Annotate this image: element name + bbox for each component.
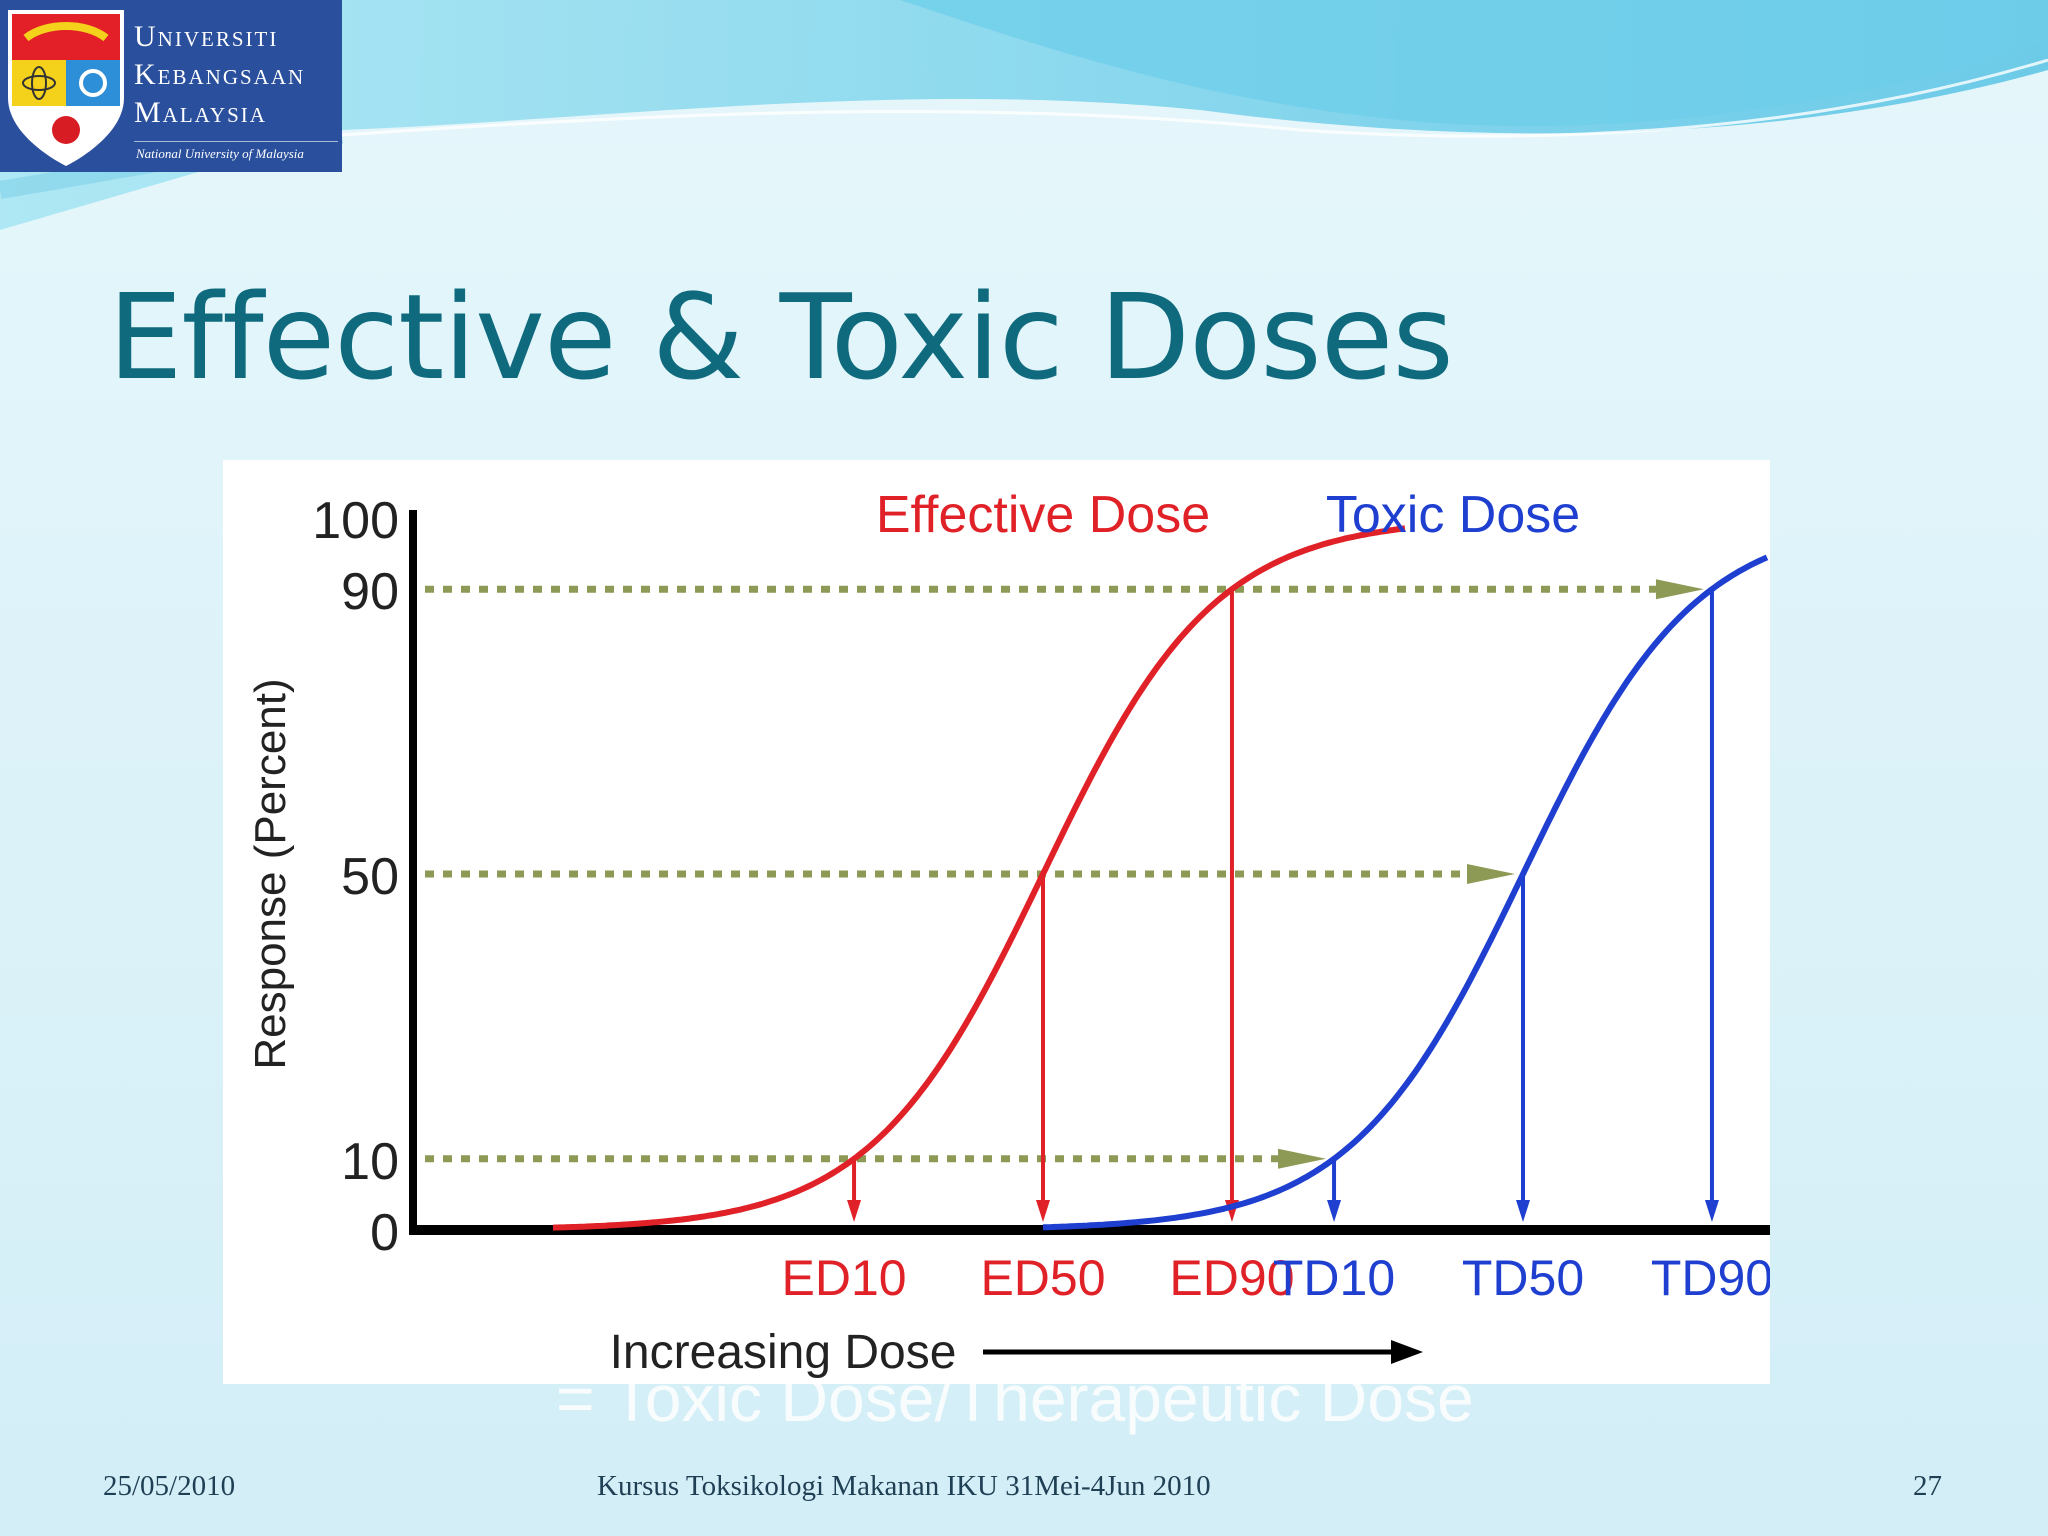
x-axis-label: Increasing Dose: [610, 1326, 957, 1379]
dose-response-chart: 0 10 50 90 100 Response (Percent) Effective Do…: [223, 460, 1770, 1384]
footer-course: Kursus Toksikologi Makanan IKU 31Mei-4Ju…: [597, 1470, 1211, 1502]
y-tick-10: 10: [341, 1133, 399, 1191]
logo-line-3: Malaysia: [134, 96, 267, 129]
footer-date: 25/05/2010: [103, 1470, 236, 1502]
slide-title: Effective & Toxic Doses: [108, 268, 1454, 406]
crest-icon: [8, 10, 124, 166]
ghost-caption: = Toxic Dose/Therapeutic Dose: [556, 1361, 1474, 1435]
footer-page-number: 27: [1913, 1470, 1942, 1502]
logo-line-2: Kebangsaan: [134, 58, 306, 91]
logo-line-1: Universiti: [134, 20, 279, 53]
drop-arrow-ED50: [1036, 1200, 1050, 1222]
logo-divider: [134, 141, 338, 142]
curve-effective-dose: [552, 525, 1406, 1231]
university-logo: Universiti Kebangsaan Malaysia National …: [0, 0, 342, 172]
drop-arrow-ED10: [847, 1200, 862, 1222]
drop-arrow-TD50: [1516, 1200, 1530, 1222]
x-marker-label-ED10: ED10: [781, 1250, 906, 1306]
drop-arrow-TD10: [1327, 1200, 1342, 1222]
reference-arrow-90: [1655, 579, 1704, 600]
reference-arrow-10: [1278, 1148, 1327, 1169]
series-label-0: Effective Dose: [876, 486, 1210, 544]
y-tick-0: 0: [370, 1204, 399, 1262]
y-tick-90: 90: [341, 563, 399, 621]
y-tick-50: 50: [341, 848, 399, 906]
x-marker-label-TD50: TD50: [1462, 1250, 1584, 1306]
drop-arrow-TD90: [1704, 1200, 1719, 1222]
y-axis-label: Response (Percent): [246, 678, 295, 1069]
reference-arrow-50: [1467, 864, 1515, 884]
x-marker-label-ED90: ED90: [1169, 1250, 1294, 1306]
series-label-1: Toxic Dose: [1326, 486, 1580, 544]
curve-toxic-dose: [1042, 554, 1769, 1231]
x-marker-label-TD90: TD90: [1651, 1250, 1770, 1306]
y-tick-100: 100: [312, 492, 399, 550]
x-marker-label-ED50: ED50: [980, 1250, 1105, 1306]
x-axis-arrowhead: [1391, 1340, 1423, 1364]
x-marker-label-TD10: TD10: [1273, 1250, 1395, 1306]
logo-tagline: National University of Malaysia: [136, 146, 304, 161]
